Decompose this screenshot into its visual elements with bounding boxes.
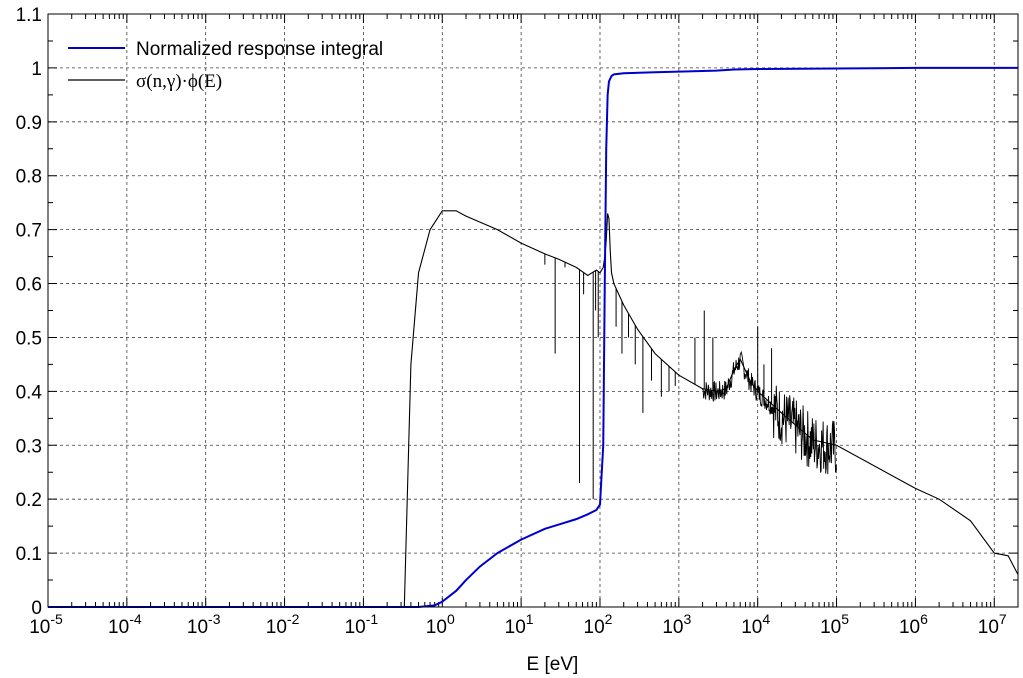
x-tick-label: 10-1 [345,611,379,638]
x-tick-label: 101 [505,611,534,638]
x-tick-label: 100 [426,611,455,638]
y-tick-label: 0.2 [16,490,42,511]
y-tick-label: 0.4 [16,382,43,403]
x-tick-label: 107 [978,611,1007,638]
y-tick-label: 0.3 [16,436,42,457]
x-tick-label: 102 [584,611,613,638]
y-tick-label: 0.7 [16,221,42,242]
y-tick-label: 1.1 [16,5,42,26]
x-tick-label: 10-5 [29,611,63,638]
x-tick-label: 104 [741,611,770,638]
x-tick-label: 10-3 [187,611,221,638]
y-tick-labels: 0 0.1 0.2 0.3 0.4 0.5 0.6 0.7 0.8 0.9 1 1.1 [16,5,43,619]
x-tick-label: 10-4 [108,611,142,638]
plot-frame [47,13,1019,608]
y-tick-label: 0.5 [16,328,42,349]
x-tick-labels: 10-5 10-4 10-3 10-2 10-1 100 101 102 103 104 105 10… [29,611,1007,638]
legend-label-cross-section-flux: σ(n,γ)·ϕ(E) [136,71,222,92]
fine-structure [702,350,837,475]
x-tick-label: 106 [899,611,928,638]
x-tick-label: 10-2 [266,611,300,638]
y-tick-label: 0.9 [16,113,42,134]
y-tick-label: 0 [31,598,42,619]
grid [48,14,1018,607]
legend-label-response-integral: Normalized response integral [136,39,383,60]
x-tick-label: 103 [662,611,691,638]
y-tick-label: 0.8 [16,167,42,188]
y-tick-label: 0.1 [16,544,42,565]
legend: Normalized response integral σ(n,γ)·ϕ(E) [68,39,383,92]
series-layer [48,66,1019,608]
series-response-integral [48,66,1018,608]
x-axis-title: E [eV] [527,654,579,675]
y-tick-label: 0.6 [16,275,42,296]
y-tick-label: 1 [31,59,42,80]
x-tick-label: 105 [820,611,849,638]
